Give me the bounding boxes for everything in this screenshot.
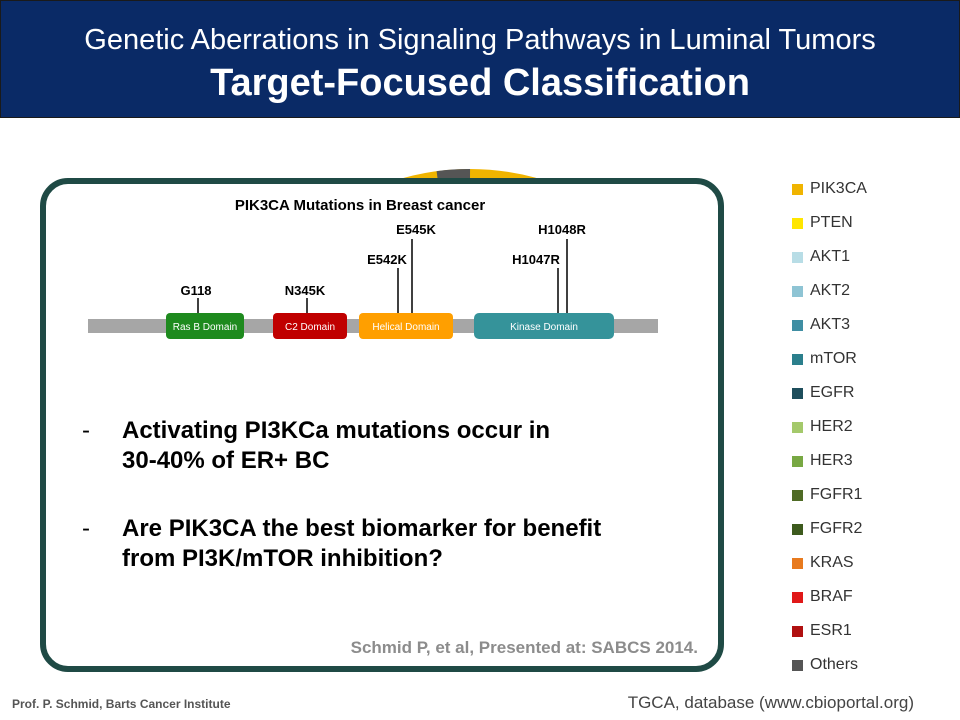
mutation-label: E545K: [396, 222, 436, 237]
bullet-line: from PI3K/mTOR inhibition?: [122, 545, 443, 572]
bullet-line: Activating PI3KCa mutations occur in: [122, 417, 551, 444]
legend-item: HER3: [792, 450, 932, 472]
legend-swatch: [792, 558, 803, 569]
legend-swatch: [792, 592, 803, 603]
legend-item: BRAF: [792, 586, 932, 608]
pik3ca-domain-diagram: PIK3CA Mutations in Breast cancer G118 N…: [88, 197, 658, 339]
legend-swatch: [792, 252, 803, 263]
bullet-text: Are PIK3CA the best biomarker for benefi…: [122, 514, 682, 574]
legend-label: KRAS: [810, 554, 854, 571]
legend-item: FGFR2: [792, 518, 932, 540]
legend-item: AKT2: [792, 280, 932, 302]
domain-c2: [273, 313, 347, 339]
slide-header: Genetic Aberrations in Signaling Pathway…: [0, 0, 960, 118]
legend-swatch: [792, 422, 803, 433]
mutation-label: H1047R: [512, 252, 560, 267]
legend-label: BRAF: [810, 588, 853, 605]
legend-label: PTEN: [810, 214, 853, 231]
bullet-dash: -: [82, 417, 90, 444]
legend-item: EGFR: [792, 382, 932, 404]
legend-label: HER2: [810, 418, 853, 435]
legend-label: AKT2: [810, 282, 851, 299]
bullet-text: Activating PI3KCa mutations occur in 30-…: [122, 416, 682, 476]
legend-item: ESR1: [792, 620, 932, 642]
mutation-label: G118: [180, 283, 211, 298]
legend-swatch: [792, 524, 803, 535]
slide-title: Target-Focused Classification: [210, 62, 750, 104]
legend-item: KRAS: [792, 552, 932, 574]
legend-swatch: [792, 320, 803, 331]
domain-kinase: [474, 313, 614, 339]
mutation-label: N345K: [285, 283, 326, 298]
domain-helical: [359, 313, 453, 339]
legend-swatch: [792, 354, 803, 365]
domain-label: Ras B Domain: [173, 322, 237, 333]
legend-label: AKT3: [810, 316, 851, 333]
domain-label: C2 Domain: [285, 322, 335, 333]
domain-label: Kinase Domain: [510, 322, 578, 333]
legend-swatch: [792, 218, 803, 229]
legend-item: AKT3: [792, 314, 932, 336]
domain-ras-b: [166, 313, 244, 339]
footer-author: Prof. P. Schmid, Barts Cancer Institute: [12, 697, 231, 711]
legend-label: AKT1: [810, 248, 851, 265]
legend-label: ESR1: [810, 622, 852, 639]
legend-swatch: [792, 456, 803, 467]
legend-swatch: [792, 490, 803, 501]
legend-item: mTOR: [792, 348, 932, 370]
legend-item: AKT1: [792, 246, 932, 268]
legend-item: FGFR1: [792, 484, 932, 506]
diagram-title: PIK3CA Mutations in Breast cancer: [235, 197, 486, 214]
legend-swatch: [792, 286, 803, 297]
legend-swatch: [792, 626, 803, 637]
citation: Schmid P, et al, Presented at: SABCS 201…: [350, 638, 698, 657]
legend-label: Others: [810, 656, 859, 673]
domain-label: Helical Domain: [372, 322, 439, 333]
slide-subtitle: Genetic Aberrations in Signaling Pathway…: [84, 24, 876, 56]
legend-label: FGFR2: [810, 520, 863, 537]
legend-swatch: [792, 660, 803, 671]
mutation-label: E542K: [367, 252, 407, 267]
legend-item: HER2: [792, 416, 932, 438]
legend-label: FGFR1: [810, 486, 863, 503]
bullet-line: Are PIK3CA the best biomarker for benefi…: [122, 515, 602, 542]
content-card: PIK3CA Mutations in Breast cancer G118 N…: [40, 178, 724, 672]
footer-source: TGCA, database (www.cbioportal.org): [627, 693, 914, 712]
legend-label: HER3: [810, 452, 853, 469]
bullet-dash: -: [82, 515, 90, 542]
legend-item: Others: [792, 654, 932, 676]
legend-label: PIK3CA: [810, 180, 867, 197]
bullet-line: 30-40% of ER+ BC: [122, 447, 330, 474]
legend-label: mTOR: [810, 350, 857, 367]
legend-swatch: [792, 184, 803, 195]
mutation-label: H1048R: [538, 222, 586, 237]
legend-item: PTEN: [792, 212, 932, 234]
legend-label: EGFR: [810, 384, 855, 401]
legend-swatch: [792, 388, 803, 399]
legend-item: PIK3CA: [792, 178, 932, 200]
